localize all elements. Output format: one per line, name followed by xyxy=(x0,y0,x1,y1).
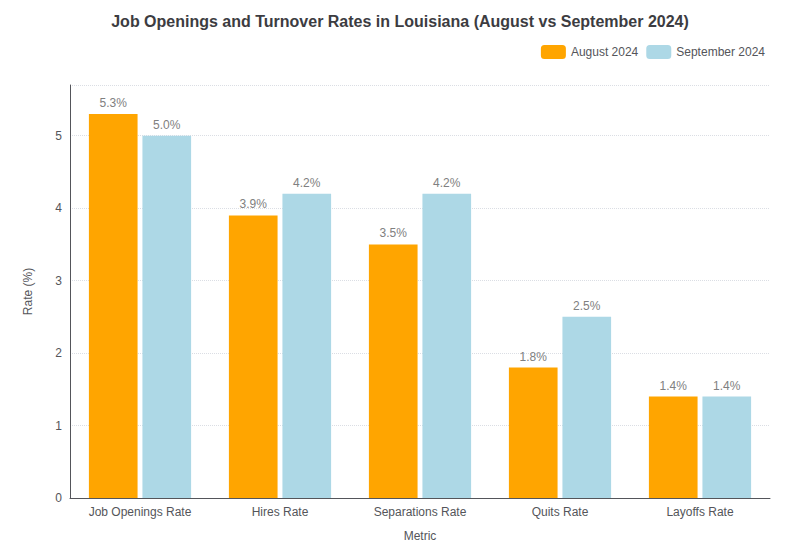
svg-text:Metric: Metric xyxy=(404,529,437,543)
svg-text:4.2%: 4.2% xyxy=(433,176,461,190)
svg-text:September 2024: September 2024 xyxy=(676,45,765,59)
svg-text:3.5%: 3.5% xyxy=(380,226,408,240)
svg-text:1.4%: 1.4% xyxy=(660,379,688,393)
svg-text:5.3%: 5.3% xyxy=(100,96,128,110)
svg-text:5.0%: 5.0% xyxy=(153,118,181,132)
svg-text:Quits Rate: Quits Rate xyxy=(532,505,589,519)
svg-text:Hires Rate: Hires Rate xyxy=(252,505,309,519)
svg-text:3: 3 xyxy=(55,274,62,288)
svg-text:2.5%: 2.5% xyxy=(573,299,601,313)
svg-text:2: 2 xyxy=(55,346,62,360)
svg-text:1.4%: 1.4% xyxy=(713,379,741,393)
svg-text:4: 4 xyxy=(55,201,62,215)
svg-text:Job Openings and Turnover Rate: Job Openings and Turnover Rates in Louis… xyxy=(111,13,689,30)
svg-text:4.2%: 4.2% xyxy=(293,176,321,190)
svg-text:Job Openings Rate: Job Openings Rate xyxy=(89,505,192,519)
svg-text:Rate (%): Rate (%) xyxy=(21,268,35,315)
svg-text:0: 0 xyxy=(55,491,62,505)
svg-text:Layoffs Rate: Layoffs Rate xyxy=(666,505,733,519)
svg-text:Separations Rate: Separations Rate xyxy=(374,505,467,519)
svg-text:3.9%: 3.9% xyxy=(240,197,268,211)
svg-text:August 2024: August 2024 xyxy=(571,45,639,59)
svg-text:5: 5 xyxy=(55,129,62,143)
svg-text:1.8%: 1.8% xyxy=(520,350,548,364)
svg-text:1: 1 xyxy=(55,419,62,433)
